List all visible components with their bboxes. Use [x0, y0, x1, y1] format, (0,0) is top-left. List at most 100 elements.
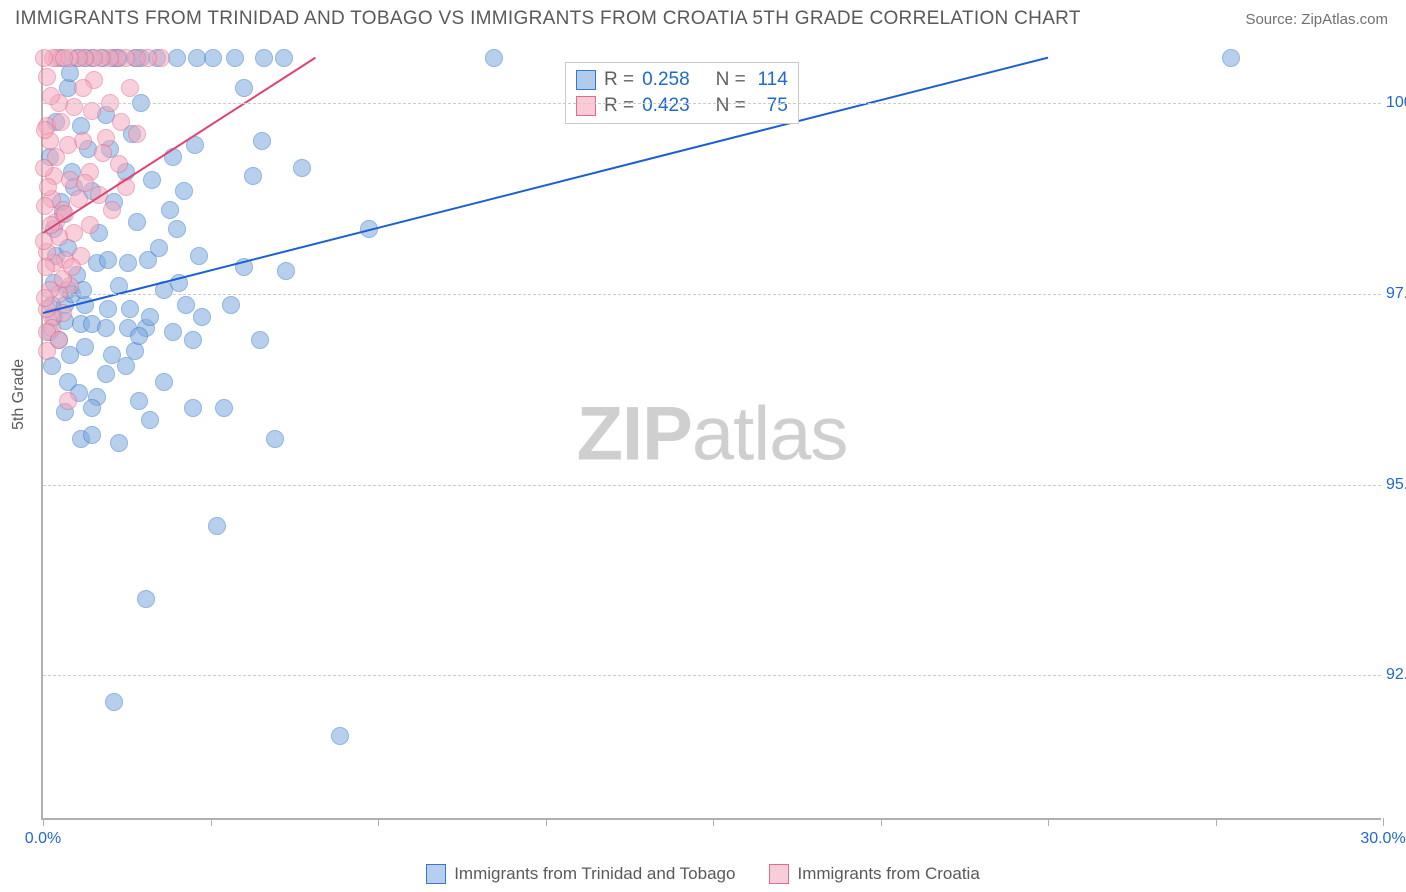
- data-point: [112, 113, 130, 131]
- gridline: [43, 294, 1381, 295]
- x-tick: [1048, 818, 1049, 826]
- stats-legend-box: R = 0.258N = 114R = 0.423N = 75: [565, 62, 799, 124]
- data-point: [193, 308, 211, 326]
- data-point: [251, 331, 269, 349]
- data-point: [275, 49, 293, 67]
- x-tick: [43, 818, 44, 826]
- data-point: [141, 411, 159, 429]
- y-axis-label: 5th Grade: [10, 359, 28, 430]
- data-point: [37, 258, 55, 276]
- chart-title: IMMIGRANTS FROM TRINIDAD AND TOBAGO VS I…: [15, 8, 1081, 30]
- y-tick-label: 97.5%: [1386, 285, 1406, 303]
- data-point: [235, 258, 253, 276]
- data-point: [36, 121, 54, 139]
- data-point: [35, 159, 53, 177]
- stats-r-value: 0.423: [642, 95, 690, 117]
- data-point: [119, 254, 137, 272]
- data-point: [74, 79, 92, 97]
- data-point: [83, 426, 101, 444]
- data-point: [253, 132, 271, 150]
- data-point: [150, 239, 168, 257]
- x-tick: [713, 818, 714, 826]
- x-tick: [1216, 818, 1217, 826]
- data-point: [141, 308, 159, 326]
- legend-item: Immigrants from Croatia: [769, 864, 979, 884]
- data-point: [293, 159, 311, 177]
- data-point: [36, 289, 54, 307]
- data-point: [74, 132, 92, 150]
- data-point: [38, 68, 56, 86]
- data-point: [52, 113, 70, 131]
- data-point: [110, 434, 128, 452]
- data-point: [83, 399, 101, 417]
- data-point: [170, 274, 188, 292]
- data-point: [208, 517, 226, 535]
- legend-swatch: [769, 864, 789, 884]
- data-point: [222, 296, 240, 314]
- data-point: [331, 727, 349, 745]
- data-point: [155, 373, 173, 391]
- chart-frame: ZIPatlas R = 0.258N = 114R = 0.423N = 75…: [41, 50, 1381, 820]
- data-point: [190, 247, 208, 265]
- plot-area: [43, 50, 1381, 818]
- legend-label: Immigrants from Croatia: [797, 864, 979, 884]
- data-point: [97, 365, 115, 383]
- data-point: [35, 232, 53, 250]
- data-point: [244, 167, 262, 185]
- data-point: [161, 201, 179, 219]
- data-point: [485, 49, 503, 67]
- gridline: [43, 485, 1381, 486]
- legend-item: Immigrants from Trinidad and Tobago: [426, 864, 735, 884]
- data-point: [155, 281, 173, 299]
- stats-row: R = 0.258N = 114: [576, 67, 788, 93]
- data-point: [226, 49, 244, 67]
- data-point: [130, 327, 148, 345]
- data-point: [99, 300, 117, 318]
- data-point: [277, 262, 295, 280]
- data-point: [76, 174, 94, 192]
- data-point: [110, 277, 128, 295]
- y-tick-label: 95.0%: [1386, 476, 1406, 494]
- data-point: [137, 590, 155, 608]
- data-point: [94, 144, 112, 162]
- data-point: [360, 220, 378, 238]
- stats-r-value: 0.258: [642, 69, 690, 91]
- data-point: [117, 357, 135, 375]
- data-point: [35, 49, 53, 67]
- data-point: [186, 136, 204, 154]
- data-point: [255, 49, 273, 67]
- source-attribution: Source: ZipAtlas.com: [1245, 11, 1388, 28]
- data-point: [117, 178, 135, 196]
- series-swatch: [576, 70, 596, 90]
- data-point: [105, 693, 123, 711]
- data-point: [235, 79, 253, 97]
- stats-n-value: 114: [754, 69, 788, 91]
- data-point: [143, 171, 161, 189]
- data-point: [38, 342, 56, 360]
- data-point: [65, 224, 83, 242]
- data-point: [59, 392, 77, 410]
- legend-swatch: [426, 864, 446, 884]
- data-point: [61, 346, 79, 364]
- chart-container: IMMIGRANTS FROM TRINIDAD AND TOBAGO VS I…: [0, 0, 1406, 892]
- title-row: IMMIGRANTS FROM TRINIDAD AND TOBAGO VS I…: [15, 8, 1388, 30]
- data-point: [81, 216, 99, 234]
- data-point: [164, 323, 182, 341]
- data-point: [110, 155, 128, 173]
- data-point: [42, 87, 60, 105]
- x-tick-label: 0.0%: [25, 830, 61, 848]
- x-tick: [378, 818, 379, 826]
- y-tick-label: 100.0%: [1386, 94, 1406, 112]
- stats-r-label: R =: [604, 95, 634, 117]
- y-tick-label: 92.5%: [1386, 666, 1406, 684]
- data-point: [65, 98, 83, 116]
- data-point: [130, 392, 148, 410]
- stats-row: R = 0.423N = 75: [576, 93, 788, 119]
- x-tick-label: 30.0%: [1360, 830, 1405, 848]
- data-point: [76, 338, 94, 356]
- data-point: [83, 102, 101, 120]
- x-tick: [1383, 818, 1384, 826]
- x-tick: [546, 818, 547, 826]
- series-swatch: [576, 96, 596, 116]
- data-point: [128, 125, 146, 143]
